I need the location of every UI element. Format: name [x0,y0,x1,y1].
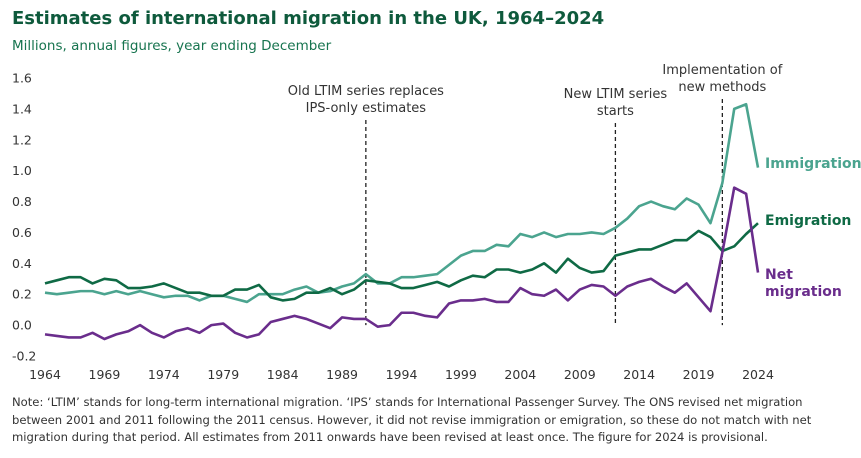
chart-subtitle: Millions, annual figures, year ending De… [12,38,332,54]
y-tick-label: 1.4 [12,101,32,116]
annotation-text: starts [597,104,634,119]
y-tick-label: 0.8 [12,194,32,209]
annotation-text: Old LTIM series replaces [288,84,444,99]
y-tick-label: 0.4 [12,256,32,271]
chart: 1.6 1.4 1.2 1.0 0.8 0.6 0.4 0.2 0.0 -0.2 1964 1969 1… [12,63,783,382]
x-tick-label: 2009 [564,367,596,382]
x-tick-label: 1989 [326,367,358,382]
x-tick-label: 1969 [89,367,121,382]
y-tick-label: -0.2 [12,349,36,364]
x-tick-label: 2004 [504,367,536,382]
annotation-text: new methods [678,80,766,95]
x-tick-label: 1994 [386,367,418,382]
series-line [44,102,760,304]
x-tick-label: 1964 [29,367,61,382]
y-tick-label: 1.0 [12,163,32,178]
x-tick-label: 1974 [148,367,180,382]
series-line [44,222,759,302]
series-line [44,186,760,341]
legend-label: Emigration [765,213,852,230]
legend-label: Immigration [765,155,861,172]
x-tick-label: 2024 [742,367,774,382]
annotation-text: New LTIM series [564,87,668,102]
legend-label: Net migration [765,266,842,300]
y-tick-label: 1.2 [12,132,32,147]
note: Note: ‘LTIM’ stands for long-term intern… [12,395,812,444]
x-tick-label: 2019 [683,367,715,382]
y-tick-label: 0.6 [12,225,32,240]
y-tick-label: 1.6 [12,71,32,86]
x-tick-label: 2014 [623,367,655,382]
x-tick-label: 1999 [445,367,477,382]
x-tick-label: 1979 [207,367,239,382]
y-tick-label: 0.2 [12,287,32,302]
chart-title: Estimates of international migration in … [12,8,605,29]
annotation-text: Implementation of [662,63,782,78]
x-tick-label: 1984 [267,367,299,382]
y-tick-label: 0.0 [12,318,32,333]
annotation-text: IPS-only estimates [306,101,427,116]
